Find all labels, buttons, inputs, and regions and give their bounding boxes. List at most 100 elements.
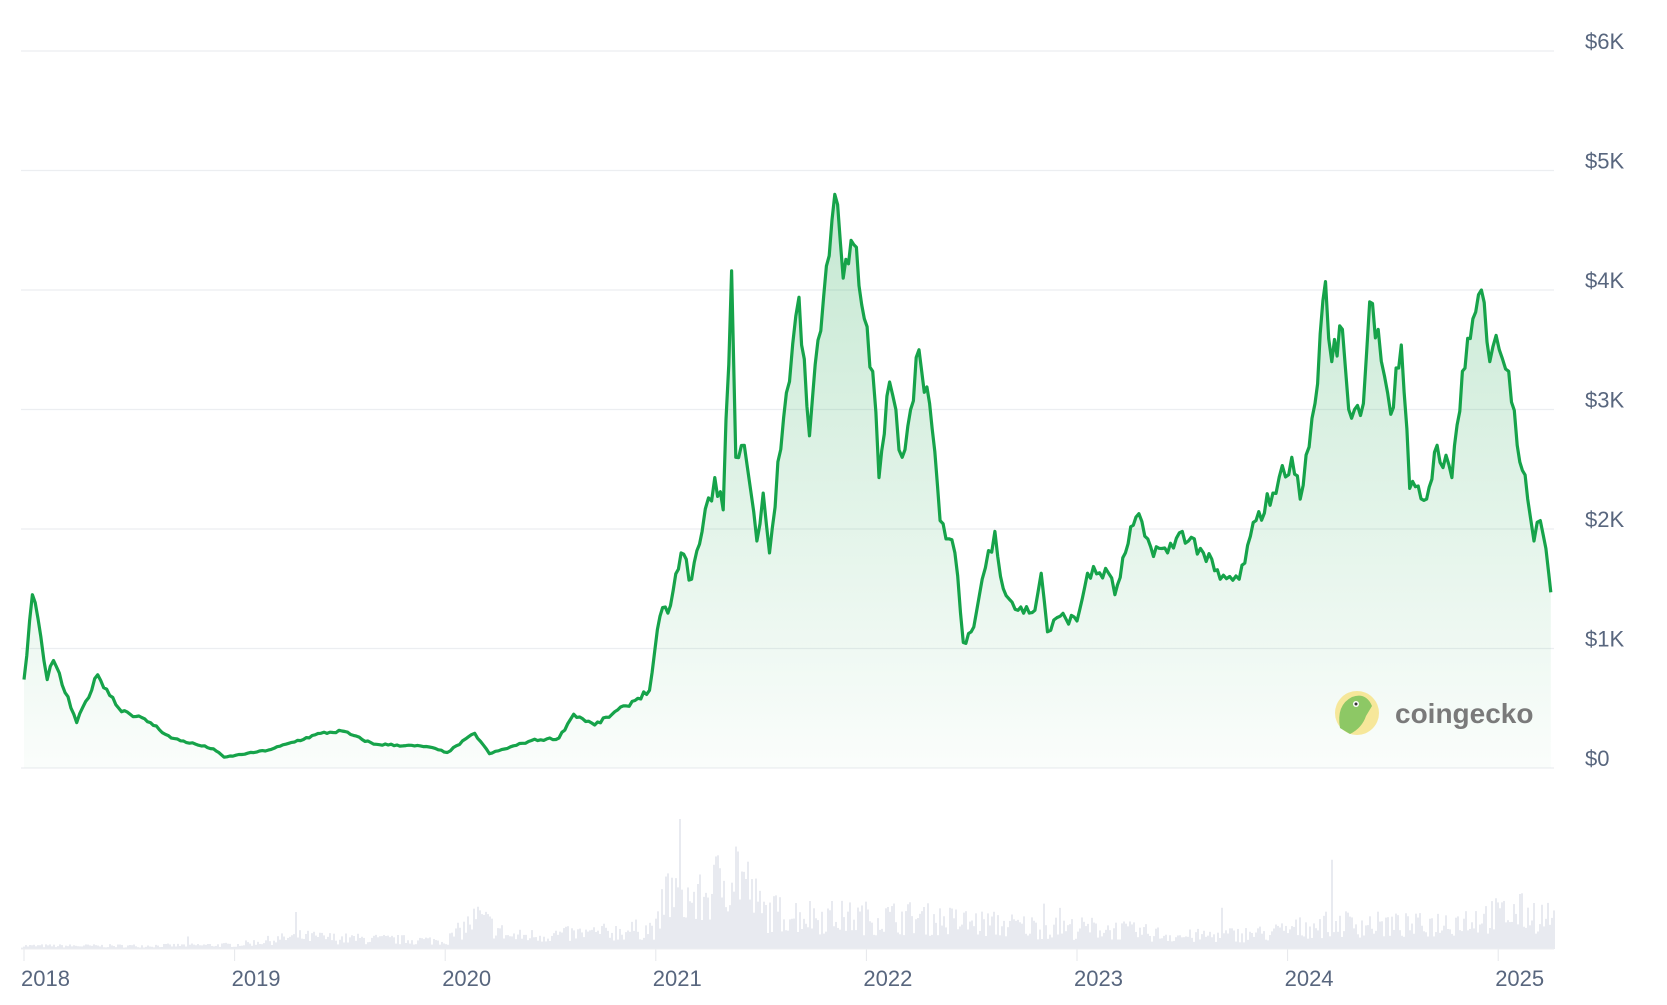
volume-bar bbox=[543, 936, 545, 949]
volume-bar bbox=[419, 937, 421, 949]
volume-bar bbox=[1475, 911, 1477, 949]
y-tick-label: $4K bbox=[1585, 268, 1624, 293]
volume-bar bbox=[1359, 937, 1361, 949]
volume-bar bbox=[1405, 913, 1407, 949]
volume-bar bbox=[147, 945, 149, 949]
volume-bar bbox=[711, 893, 713, 949]
volume-bar bbox=[209, 943, 211, 949]
volume-bar bbox=[1427, 936, 1429, 949]
volume-bar bbox=[377, 937, 379, 949]
volume-bar bbox=[1469, 928, 1471, 949]
volume-bar bbox=[679, 819, 681, 949]
volume-bar bbox=[305, 934, 307, 949]
volume-bar bbox=[719, 868, 721, 949]
volume-bar bbox=[1351, 917, 1353, 949]
volume-bar bbox=[1111, 939, 1113, 949]
volume-bar bbox=[1035, 922, 1037, 949]
volume-bar bbox=[157, 945, 159, 949]
volume-bar bbox=[1483, 913, 1485, 949]
volume-bar bbox=[1245, 928, 1247, 949]
volume-bar bbox=[1521, 893, 1523, 949]
volume-bar bbox=[611, 932, 613, 949]
volume-bar bbox=[457, 922, 459, 949]
volume-bar bbox=[367, 942, 369, 949]
volume-bar bbox=[61, 945, 63, 949]
volume-bar bbox=[517, 934, 519, 949]
volume-bar bbox=[1149, 935, 1151, 949]
volume-bar bbox=[969, 921, 971, 949]
volume-bar bbox=[391, 935, 393, 949]
volume-bar bbox=[965, 911, 967, 949]
volume-bar bbox=[805, 923, 807, 949]
volume-bar bbox=[1215, 941, 1217, 949]
volume-bar bbox=[877, 918, 879, 949]
volume-bar bbox=[1527, 907, 1529, 949]
volume-bar bbox=[161, 946, 163, 949]
volume-bar bbox=[963, 912, 965, 949]
volume-bar bbox=[451, 932, 453, 949]
volume-bar bbox=[1167, 940, 1169, 949]
volume-bar bbox=[1145, 924, 1147, 949]
volume-bar bbox=[291, 935, 293, 949]
volume-bar bbox=[931, 934, 933, 949]
volume-bar bbox=[1295, 919, 1297, 949]
x-tick-label: 2022 bbox=[863, 966, 912, 991]
volume-bar bbox=[1165, 934, 1167, 949]
volume-bar bbox=[125, 947, 127, 949]
volume-bar bbox=[1181, 937, 1183, 949]
volume-bar bbox=[1049, 934, 1051, 949]
volume-bar bbox=[343, 942, 345, 949]
volume-bar bbox=[39, 945, 41, 949]
volume-bar bbox=[937, 935, 939, 949]
volume-bar bbox=[1495, 898, 1497, 949]
volume-bar bbox=[275, 942, 277, 949]
volume-bar bbox=[1051, 937, 1053, 949]
volume-bar bbox=[1453, 935, 1455, 949]
volume-bar bbox=[1201, 934, 1203, 949]
volume-bar bbox=[271, 945, 273, 949]
volume-bar bbox=[1283, 930, 1285, 949]
volume-bar bbox=[769, 902, 771, 949]
volume-bar bbox=[941, 925, 943, 949]
volume-bar bbox=[239, 945, 241, 949]
volume-bar bbox=[499, 928, 501, 949]
volume-bar bbox=[1467, 930, 1469, 949]
volume-bar bbox=[21, 947, 23, 949]
volume-bar bbox=[927, 903, 929, 949]
volume-bar bbox=[905, 911, 907, 949]
volume-bar bbox=[585, 929, 587, 949]
volume-bar bbox=[201, 945, 203, 949]
volume-bar bbox=[1435, 932, 1437, 949]
volume-bar bbox=[1325, 911, 1327, 949]
volume-bar bbox=[131, 945, 133, 949]
volume-bar bbox=[1101, 936, 1103, 949]
volume-bar bbox=[329, 933, 331, 949]
volume-bar bbox=[29, 944, 31, 949]
volume-bar bbox=[897, 932, 899, 949]
volume-bar bbox=[145, 946, 147, 949]
volume-bar bbox=[845, 930, 847, 949]
volume-bar bbox=[1389, 935, 1391, 949]
volume-bar bbox=[1535, 933, 1537, 949]
volume-bar bbox=[603, 923, 605, 949]
volume-bar bbox=[595, 932, 597, 949]
volume-bar bbox=[655, 918, 657, 949]
volume-bar bbox=[1031, 917, 1033, 949]
volume-bar bbox=[903, 935, 905, 949]
volume-bar bbox=[1193, 941, 1195, 949]
volume-bar bbox=[393, 937, 395, 949]
volume-bar bbox=[435, 940, 437, 949]
volume-bar bbox=[153, 947, 155, 949]
volume-bar bbox=[85, 944, 87, 949]
volume-bar bbox=[1445, 915, 1447, 949]
volume-bar bbox=[1017, 919, 1019, 949]
volume-bar bbox=[659, 928, 661, 949]
volume-bar bbox=[1113, 928, 1115, 949]
volume-bar bbox=[1271, 931, 1273, 949]
volume-bar bbox=[617, 939, 619, 949]
volume-bar bbox=[159, 947, 161, 949]
volume-bar bbox=[261, 944, 263, 949]
volume-bar bbox=[1501, 902, 1503, 949]
volume-bar bbox=[257, 941, 259, 949]
volume-bar bbox=[415, 944, 417, 949]
